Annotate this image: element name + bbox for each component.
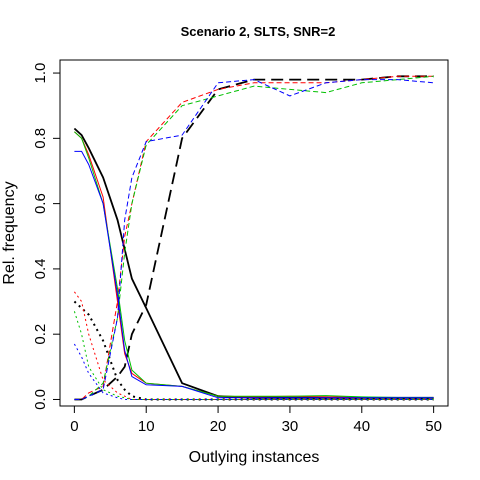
- series-line-7: [74, 131, 434, 398]
- x-tick-label: 0: [70, 418, 78, 435]
- y-axis: 0.0 0.2 0.4 0.6 0.8 1.0: [32, 63, 60, 410]
- x-tick-label: 10: [138, 418, 155, 435]
- plot-frame: [59, 59, 449, 407]
- y-tick-label: 0.0: [32, 389, 49, 410]
- x-tick-label: 40: [353, 418, 370, 435]
- series-line-9: [73, 311, 434, 400]
- series-line-11: [74, 79, 434, 400]
- series-line-6: [73, 291, 434, 400]
- series-line-2: [74, 75, 434, 401]
- x-tick-label: 30: [282, 418, 299, 435]
- series-line-10: [74, 150, 434, 399]
- y-tick-label: 1.0: [32, 63, 49, 84]
- series-layer: [73, 75, 434, 401]
- x-tick-label: 50: [425, 418, 442, 435]
- y-axis-label: Rel. frequency: [1, 181, 18, 284]
- x-axis: 0 10 20 30 40 50: [70, 406, 442, 435]
- y-tick-label: 0.6: [32, 193, 49, 214]
- chart-title: Scenario 2, SLTS, SNR=2: [181, 24, 336, 39]
- x-tick-label: 20: [210, 418, 227, 435]
- y-tick-label: 0.4: [32, 258, 49, 279]
- series-line-8: [74, 75, 434, 400]
- x-axis-label: Outlying instances: [189, 449, 320, 466]
- y-tick-label: 0.2: [32, 324, 49, 345]
- y-tick-label: 0.8: [32, 128, 49, 149]
